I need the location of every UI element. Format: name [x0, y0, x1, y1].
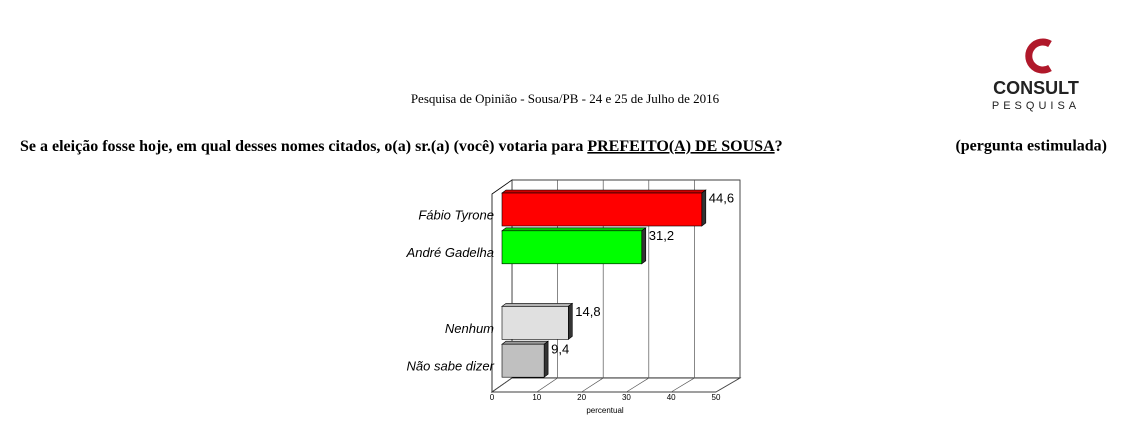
x-tick-label: 30: [622, 393, 631, 402]
y-tick-label: André Gadelha: [406, 245, 494, 260]
x-tick-label: 20: [577, 393, 586, 402]
x-axis-label: percentual: [586, 406, 624, 415]
logo-name: CONSULT: [993, 78, 1079, 98]
bar-side: [568, 302, 573, 340]
x-tick-label: 0: [490, 393, 495, 402]
value-label: 9,4: [551, 342, 569, 357]
bar-top: [501, 227, 647, 232]
bar-top: [501, 340, 550, 345]
value-label: 44,6: [709, 190, 734, 205]
bar: [501, 306, 569, 340]
grid-line: [715, 180, 741, 393]
floor: [490, 377, 742, 393]
bar-top: [501, 303, 574, 307]
subtitle: Pesquisa de Opinião - Sousa/PB - 24 e 25…: [411, 91, 720, 106]
x-tick-label: 40: [667, 393, 676, 402]
value-label: 14,8: [575, 304, 600, 319]
bar: [501, 343, 545, 378]
logo-icon: [1025, 38, 1052, 74]
x-tick-label: 50: [712, 393, 721, 402]
bar-side: [641, 227, 647, 265]
question-end: ?: [775, 138, 783, 155]
bar-side: [543, 340, 549, 378]
logo: CONSULT PESQUISA: [992, 38, 1080, 112]
question-text: Se a eleição fosse hoje, em qual desses …: [20, 138, 587, 155]
question-emphasis: PREFEITO(A) DE SOUSA: [587, 138, 775, 155]
bar: [501, 192, 703, 227]
bar-side: [701, 189, 707, 227]
value-label: 31,2: [649, 228, 674, 243]
question-note: (pergunta estimulada): [955, 138, 1107, 155]
question: Se a eleição fosse hoje, em qual desses …: [20, 138, 783, 155]
y-tick-label: Fábio Tyrone: [418, 207, 494, 222]
logo-tagline: PESQUISA: [992, 100, 1080, 112]
bar: [501, 230, 643, 265]
y-tick-label: Nenhum: [445, 321, 494, 336]
grid-line: [626, 180, 650, 393]
y-tick-label: Não sabe dizer: [407, 359, 495, 374]
grid-line: [671, 180, 695, 393]
bar-top: [501, 189, 707, 194]
x-tick-label: 10: [532, 393, 541, 402]
